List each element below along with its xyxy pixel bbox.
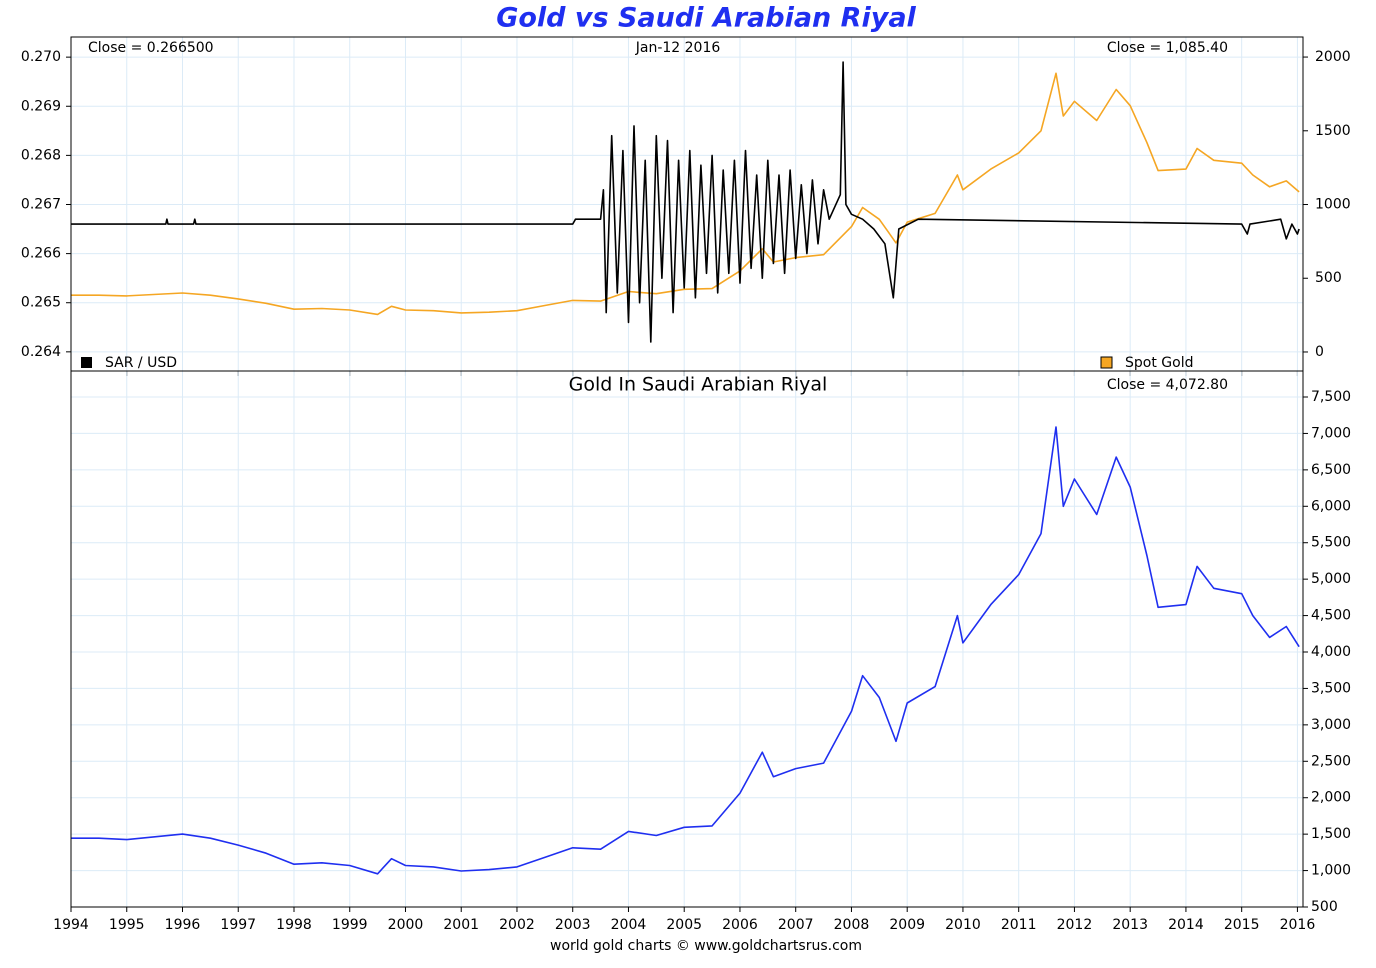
x-tick-label: 2015: [1224, 917, 1260, 933]
x-tick-label: 2013: [1112, 917, 1148, 933]
y2-tick-label: 1000: [1315, 197, 1351, 213]
x-tick-label: 1995: [109, 917, 145, 933]
y-tick-label: 6,000: [1311, 498, 1351, 514]
y-tick-label: 3,000: [1311, 717, 1351, 733]
x-tick-label: 2006: [722, 917, 758, 933]
x-tick-label: 2012: [1057, 917, 1093, 933]
x-tick-label: 2010: [945, 917, 981, 933]
plot-frame: [70, 370, 1304, 908]
x-tick-label: 1994: [53, 917, 89, 933]
y-tick-label: 3,500: [1311, 680, 1351, 696]
y2-tick-label: 2000: [1315, 49, 1351, 65]
x-tick-label: 2008: [834, 917, 870, 933]
y-tick-label: 0.269: [21, 98, 61, 114]
x-tick-label: 2004: [611, 917, 647, 933]
series-line: [71, 61, 1300, 343]
close-label: Close = 0.266500: [88, 40, 214, 56]
chart-title: Gold vs Saudi Arabian Riyal: [496, 3, 916, 34]
panel-title: Gold In Saudi Arabian Riyal: [569, 374, 828, 396]
source: world gold charts © www.goldchartsrus.co…: [550, 938, 862, 954]
y-tick-label: 7,000: [1311, 425, 1351, 441]
series-line: [71, 426, 1300, 875]
close-label: Close = 4,072.80: [1107, 377, 1228, 393]
y-tick-label: 0.266: [21, 246, 61, 262]
x-tick-label: 2001: [443, 917, 479, 933]
x-tick-label: 1997: [220, 917, 256, 933]
y2-tick-label: 500: [1315, 270, 1342, 286]
y-tick-label: 4,000: [1311, 644, 1351, 660]
x-tick-label: 2000: [388, 917, 424, 933]
y-tick-label: 0.268: [21, 147, 61, 163]
y-tick-label: 1,500: [1311, 826, 1351, 842]
series-line: [71, 72, 1300, 316]
y-tick-label: 2,500: [1311, 753, 1351, 769]
y2-tick-label: 1500: [1315, 123, 1351, 139]
x-tick-label: 2009: [889, 917, 925, 933]
y-tick-label: 5,000: [1311, 571, 1351, 587]
close-label: Close = 1,085.40: [1107, 40, 1228, 56]
y-tick-label: 0.265: [21, 295, 61, 311]
y-tick-label: 6,500: [1311, 462, 1351, 478]
legend-swatch: [1100, 356, 1113, 369]
x-tick-label: 2011: [1001, 917, 1037, 933]
x-tick-label: 2007: [778, 917, 814, 933]
y2-tick-label: 0: [1315, 344, 1324, 360]
y-tick-label: 4,500: [1311, 608, 1351, 624]
legend-label: SAR / USD: [105, 355, 177, 371]
y-tick-label: 0.264: [21, 344, 61, 360]
x-tick-label: 1999: [332, 917, 368, 933]
legend-swatch: [81, 357, 92, 368]
x-tick-label: 2016: [1280, 917, 1316, 933]
y-tick-label: 5,500: [1311, 535, 1351, 551]
y-tick-label: 1,000: [1311, 863, 1351, 879]
y-tick-label: 7,500: [1311, 389, 1351, 405]
x-tick-label: 2014: [1168, 917, 1204, 933]
x-tick-label: 1998: [276, 917, 312, 933]
x-tick-label: 2005: [666, 917, 702, 933]
y-tick-label: 0.270: [21, 49, 61, 65]
legend-label: Spot Gold: [1125, 355, 1193, 371]
y-tick-label: 0.267: [21, 196, 61, 212]
date-annotation: Jan-12 2016: [635, 40, 721, 56]
y-tick-label: 2,000: [1311, 790, 1351, 806]
y-tick-label: 500: [1311, 899, 1338, 915]
x-tick-label: 1996: [165, 917, 201, 933]
x-tick-label: 2002: [499, 917, 535, 933]
x-tick-label: 2003: [555, 917, 591, 933]
